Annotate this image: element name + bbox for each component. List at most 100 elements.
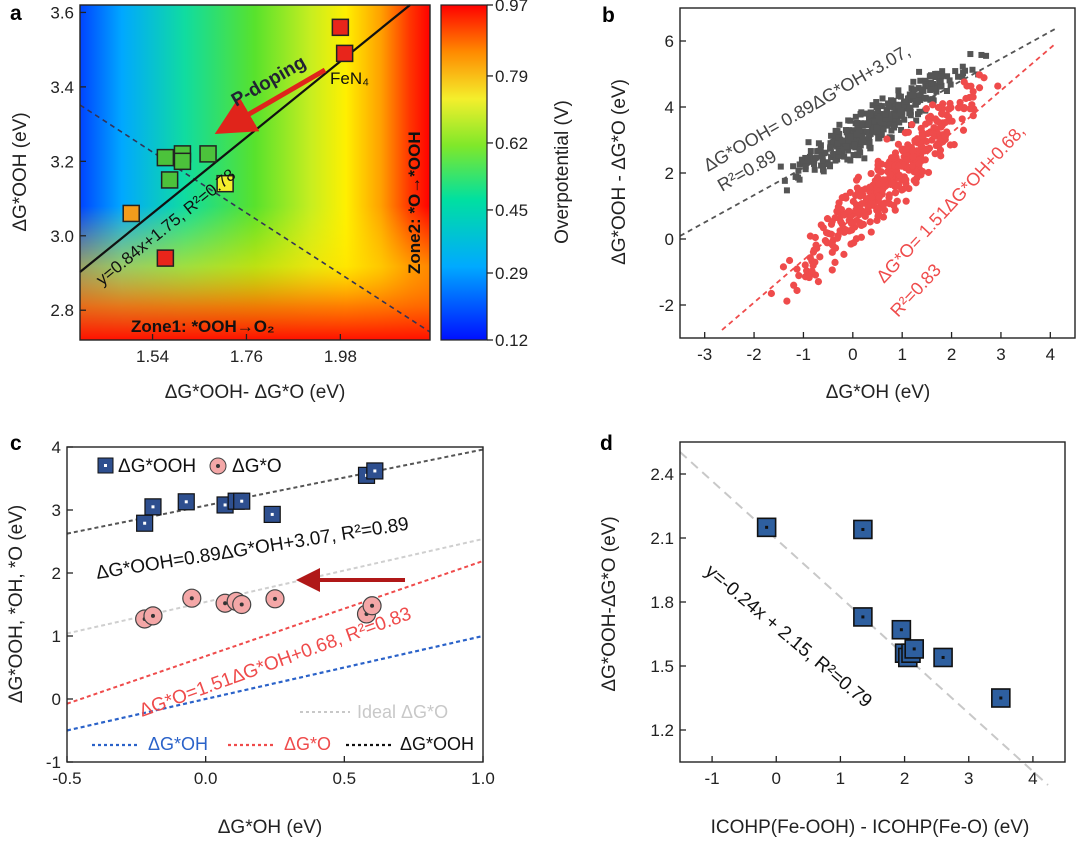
data-point-b-o <box>891 189 900 197</box>
data-point-b-ooh <box>867 113 874 120</box>
y-tick-label: 4 <box>52 438 61 457</box>
data-point-b-ooh <box>897 93 904 100</box>
data-point-b-o <box>831 258 839 267</box>
data-point-c-o-center <box>189 596 194 601</box>
data-point-b-o <box>866 218 874 226</box>
data-point-b-o <box>950 141 958 149</box>
data-point-d-center <box>912 647 916 651</box>
fit-line-c <box>66 560 484 705</box>
data-point-b-o <box>811 233 819 242</box>
data-point-a <box>156 249 175 267</box>
data-point-b-ooh <box>783 187 790 194</box>
x-tick-label: -1 <box>705 769 720 788</box>
data-point-b-ooh <box>818 153 825 160</box>
data-point-b-o <box>937 152 945 160</box>
colorbar-tick-label: 0.12 <box>495 331 528 350</box>
data-point-d-center <box>861 527 865 531</box>
data-point-b-o <box>946 99 954 108</box>
data-point-c-ooh-center <box>373 469 377 473</box>
data-point-b-ooh <box>895 87 902 94</box>
data-point-b-o <box>908 162 917 170</box>
y-ticks-b: -2 0 2 4 6 <box>659 32 686 315</box>
data-point-c-ooh-center <box>151 505 155 509</box>
data-point-d-center <box>861 615 865 619</box>
data-point-b-o <box>884 163 893 171</box>
data-point-b-ooh <box>828 154 835 161</box>
data-point-c-ooh-center <box>223 503 227 507</box>
data-point-b-ooh <box>835 148 842 155</box>
data-point-b-ooh <box>830 138 837 145</box>
data-point-b-ooh <box>798 156 805 163</box>
data-point-c-o-center <box>273 596 277 601</box>
data-point-b-ooh <box>873 99 880 106</box>
data-point-b-o <box>958 115 966 123</box>
data-point-b-o <box>921 147 929 155</box>
data-point-b-o <box>816 253 824 261</box>
data-point-b-ooh <box>889 116 896 123</box>
data-point-b-o <box>908 121 916 129</box>
data-point-b-ooh <box>856 146 863 153</box>
data-point-b-ooh <box>927 96 934 103</box>
data-point-b-ooh <box>847 143 854 150</box>
data-point-b-ooh <box>869 128 876 135</box>
y-tick-label: 3.4 <box>50 78 74 97</box>
x-tick-label: 4 <box>1028 769 1037 788</box>
data-point-b-o <box>922 105 930 113</box>
data-point-b-ooh <box>847 157 854 164</box>
data-point-b-ooh <box>939 68 946 75</box>
data-point-b-o <box>929 130 937 138</box>
data-point-b-o <box>861 212 869 220</box>
data-point-b-ooh <box>947 81 954 88</box>
data-point-b-ooh <box>927 86 934 93</box>
fen4-label: FeN₄ <box>330 69 369 88</box>
data-point-b-o <box>848 226 856 234</box>
data-point-a <box>156 148 175 167</box>
heatmap-overlay <box>80 5 430 340</box>
x-tick-label: 4 <box>1046 345 1055 364</box>
data-point-b-ooh <box>792 173 799 180</box>
data-point-b-ooh <box>834 128 841 135</box>
data-point-b-o <box>858 199 866 208</box>
x-tick-label: 1.76 <box>230 347 263 366</box>
x-tick-label: 1 <box>897 345 906 364</box>
data-point-b-ooh <box>891 122 898 129</box>
x-tick-label: 2 <box>900 769 909 788</box>
data-point-b-ooh <box>910 92 917 99</box>
data-point-b-ooh <box>877 121 884 128</box>
data-point-b-ooh <box>983 52 990 59</box>
data-point-b-ooh <box>858 109 865 116</box>
data-point-b-ooh <box>811 160 818 167</box>
data-point-b-ooh <box>969 66 976 73</box>
data-point-b-ooh <box>863 129 870 136</box>
data-point-b-o <box>924 168 933 177</box>
data-point-b-ooh <box>830 151 837 158</box>
x-tick-label: 1.98 <box>324 347 357 366</box>
data-point-b-o <box>885 200 894 208</box>
colorbar <box>440 4 488 341</box>
data-point-b-ooh <box>870 124 877 131</box>
data-point-b-o <box>779 263 788 271</box>
data-point-b-ooh <box>917 77 924 84</box>
fit-label-d: y=-0.24x + 2.15, R²=0.79 <box>701 561 876 713</box>
data-point-d-center <box>999 696 1003 700</box>
data-point-b-ooh <box>915 93 922 100</box>
x-tick-label: 3 <box>964 769 973 788</box>
data-point-b-o <box>975 84 984 92</box>
data-point-b-o <box>883 135 891 143</box>
data-point-b-ooh <box>906 110 913 117</box>
data-point-c-ooh-center <box>240 499 244 503</box>
data-point-b-o <box>856 192 864 200</box>
data-point-b-o <box>962 94 970 103</box>
data-point-b-o <box>793 265 801 273</box>
data-point-b-o <box>828 266 836 274</box>
panel-b-letter: b <box>602 4 615 27</box>
data-point-b-ooh <box>854 119 861 126</box>
data-point-b-ooh <box>834 143 841 150</box>
data-point-b-o <box>888 179 896 187</box>
data-point-b-ooh <box>856 127 863 134</box>
data-point-c-ooh-center <box>143 521 147 525</box>
panel-b: b ΔG*OOH= 0.89ΔG*OH+3.07, R²=0.89 ΔG*O= … <box>602 4 1076 403</box>
data-point-b-ooh <box>879 95 886 102</box>
data-point-b-ooh <box>811 166 818 173</box>
data-point-b-o <box>790 281 798 289</box>
